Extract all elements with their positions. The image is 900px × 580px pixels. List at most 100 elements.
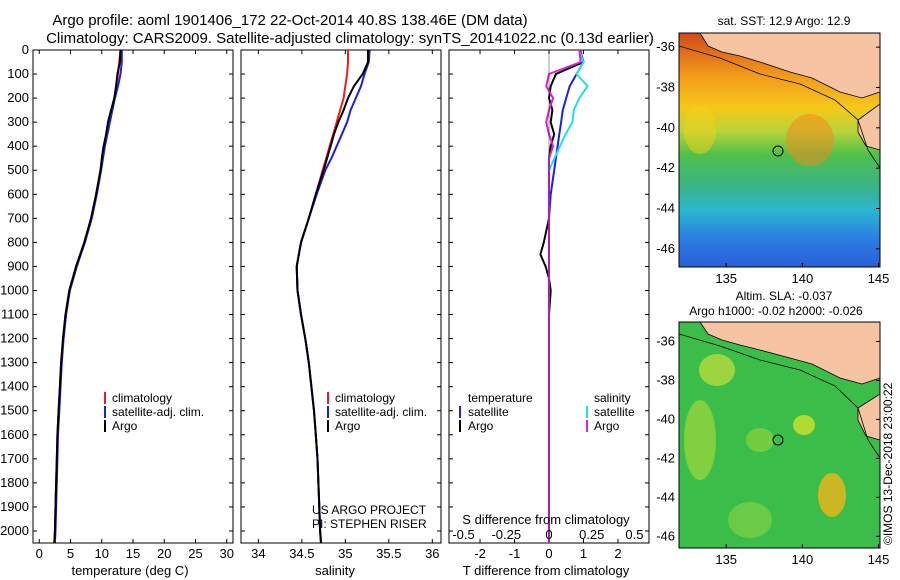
credit-project: US ARGO PROJECT: [312, 503, 427, 517]
series-line-argo: [53, 49, 122, 544]
sst-map-ticks: -36 -38 -40 -42 -44 -46 135 140 145: [656, 39, 889, 286]
legend-salinity-header: salinity: [594, 391, 631, 405]
legend-satellite: satellite-adj. clim.: [112, 405, 204, 419]
depth-axis: 0 100 200 300 400 500 600 700 800 900 1000 1100 1200…: [0, 42, 649, 538]
x-tick-label: 36: [425, 546, 439, 561]
sst-land: [857, 103, 880, 151]
depth-tick-label: 100: [7, 66, 29, 81]
x-tick-label: 25: [188, 546, 202, 561]
x-axes: 0 5 10 15 20 25 30 34 34.5 35 35.5 36 -2 -1 0 1 2: [36, 50, 622, 561]
lat-tick-label: -42: [656, 450, 675, 465]
sla-anomaly: [793, 415, 815, 435]
depth-tick-label: 1400: [0, 379, 29, 394]
lat-tick-label: -36: [656, 333, 675, 348]
s-difference-tick-label: -0.25: [491, 527, 521, 542]
t-difference-axis-label: T difference from climatology: [463, 563, 630, 578]
sst-map-title: sat. SST: 12.9 Argo: 12.9: [718, 14, 851, 28]
series-line-satellite-adj-clim-: [295, 49, 371, 544]
x-tick-label: 2: [614, 546, 621, 561]
series-line-climatology: [53, 49, 122, 544]
x-tick-label: 10: [95, 546, 109, 561]
lon-tick-label: 145: [868, 271, 890, 286]
sla-land: [699, 322, 880, 385]
sla-anomaly: [728, 502, 772, 538]
series-line-salinity-satellite: [548, 49, 589, 543]
temperature-panel-frame: [32, 49, 234, 544]
sla-anomaly: [818, 473, 846, 517]
x-tick-label: 0: [36, 546, 43, 561]
legend-temp-argo: Argo: [468, 419, 494, 433]
title-line1: Argo profile: aoml 1901406_172 22-Oct-20…: [52, 12, 527, 29]
sla-map-ticks: -36 -38 -40 -42 -44 -46 135 140 145: [656, 333, 889, 567]
temperature-axis-label: temperature (deg C): [71, 563, 188, 578]
x-tick-label: 35: [338, 546, 352, 561]
series-line-argo: [295, 50, 369, 544]
legend-climatology: climatology: [335, 391, 395, 405]
lon-tick-label: 145: [868, 552, 890, 567]
depth-tick-label: 1100: [1, 307, 29, 322]
depth-tick-label: 700: [7, 210, 29, 225]
x-tick-label: 30: [220, 546, 234, 561]
depth-tick-label: 1500: [0, 403, 29, 418]
lat-tick-label: -44: [656, 489, 675, 504]
lat-tick-label: -38: [656, 79, 675, 94]
sst-map-frame: [678, 32, 881, 268]
sst-warm-patch: [786, 114, 834, 166]
legend-argo: Argo: [112, 419, 138, 433]
legend-satellite: satellite-adj. clim.: [335, 405, 427, 419]
depth-tick-label: 900: [7, 258, 29, 273]
lat-tick-label: -40: [656, 120, 675, 135]
imos-credit: ©IMOS 13-Dec-2018 23:00:22: [881, 382, 895, 545]
s-difference-ticks: -0.5 -0.25 0 0.25 0.5: [452, 527, 643, 542]
depth-tick-label: 500: [7, 162, 29, 177]
lat-tick-label: -46: [656, 241, 675, 256]
sla-anomaly: [746, 428, 774, 452]
lat-tick-label: -42: [656, 160, 675, 175]
salinity-legend: climatology satellite-adj. clim. Argo: [327, 391, 427, 433]
difference-legend: temperature satellite Argo salinity sate…: [459, 391, 635, 433]
depth-tick-label: 200: [7, 90, 29, 105]
credit-pi: PI: STEPHEN RISER: [312, 517, 427, 531]
sla-anomaly: [699, 354, 735, 386]
depth-tick-label: 1900: [0, 499, 29, 514]
sst-shelf-contour: [679, 45, 880, 169]
x-tick-label: 15: [126, 546, 140, 561]
x-tick-label: 34.5: [289, 546, 314, 561]
s-difference-tick-label: 0.5: [625, 527, 643, 542]
sst-argo-marker: [772, 145, 784, 157]
lat-tick-label: -44: [656, 201, 675, 216]
s-difference-axis-label: S difference from climatology: [462, 512, 630, 527]
depth-tick-label: 1300: [0, 355, 29, 370]
sla-shelf-contour: [679, 333, 880, 459]
sla-argo-marker: [772, 434, 784, 446]
depth-tick-label: 1000: [0, 282, 29, 297]
sst-map: [679, 33, 880, 267]
sla-map-title2: Argo h1000: -0.02 h2000: -0.026: [689, 304, 863, 318]
sst-warm-patch: [684, 106, 716, 154]
series-line-satellite-adj-clim-: [53, 50, 123, 544]
x-tick-label: -1: [509, 546, 521, 561]
sla-map-frame: [678, 321, 881, 549]
depth-tick-label: 400: [7, 138, 29, 153]
salinity-panel-frame: [240, 49, 442, 544]
sla-land: [857, 393, 880, 441]
sst-land: [699, 33, 880, 99]
s-difference-tick-label: 0.25: [579, 527, 604, 542]
legend-sal-argo: Argo: [594, 419, 620, 433]
x-tick-label: 34: [251, 546, 265, 561]
series-line-temperature-satellite: [548, 49, 585, 543]
lat-tick-label: -40: [656, 411, 675, 426]
legend-temp-satellite: satellite: [468, 405, 509, 419]
lon-tick-label: 140: [791, 552, 813, 567]
salinity-axis-label: salinity: [315, 563, 355, 578]
depth-tick-label: 1200: [0, 331, 29, 346]
x-tick-label: 20: [157, 546, 171, 561]
s-difference-tick-label: -0.5: [452, 527, 474, 542]
depth-tick-label: 300: [7, 114, 29, 129]
sla-map-title1: Altim. SLA: -0.037: [736, 289, 833, 303]
depth-tick-label: 600: [7, 186, 29, 201]
depth-tick-label: 1700: [0, 451, 29, 466]
title-line2: Climatology: CARS2009. Satellite-adjuste…: [46, 30, 654, 47]
lat-tick-label: -38: [656, 372, 675, 387]
